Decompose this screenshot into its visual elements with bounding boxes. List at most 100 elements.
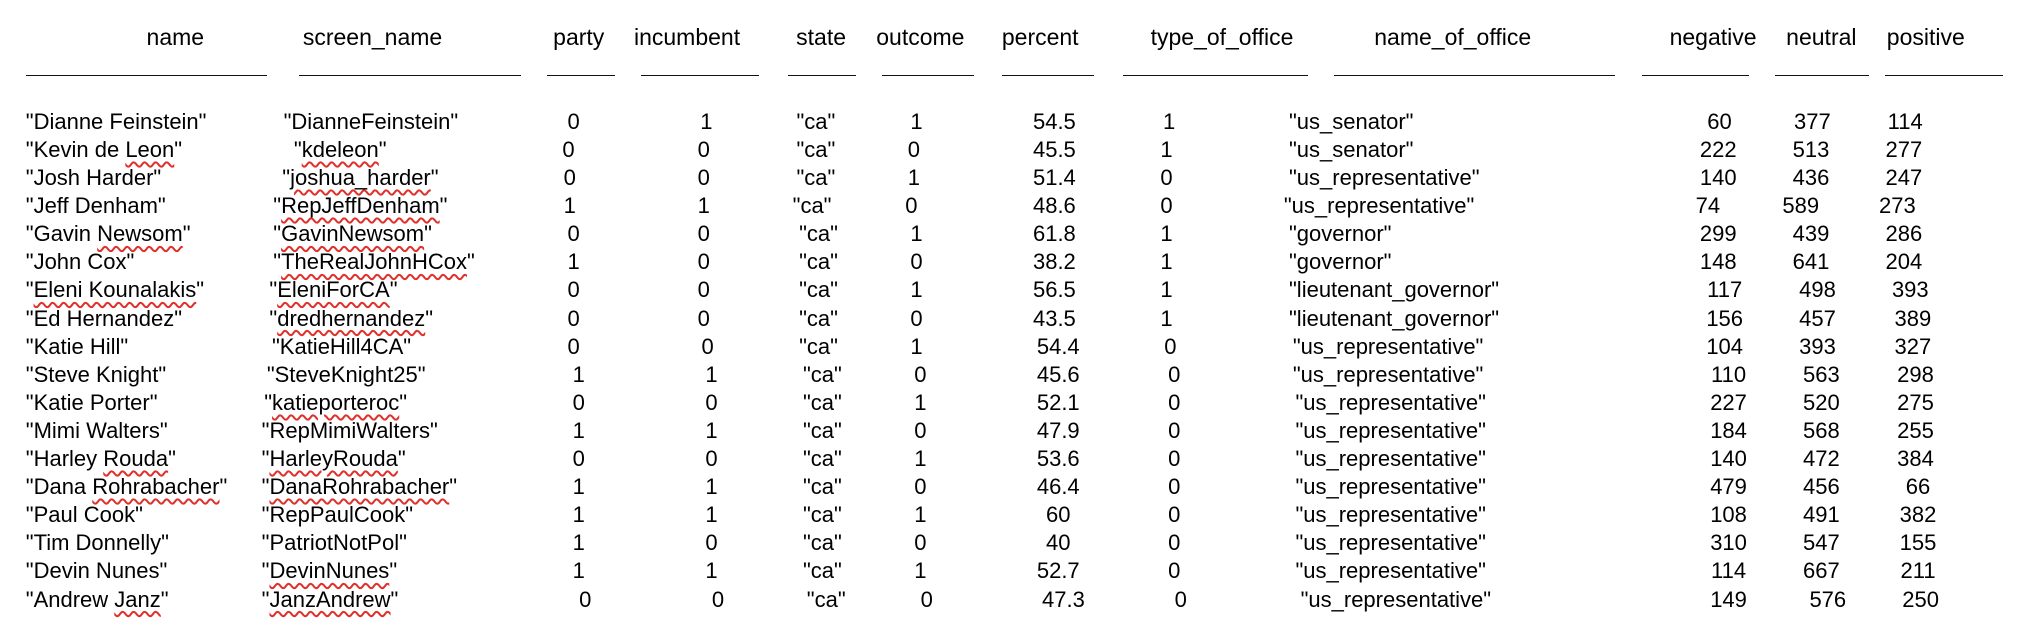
header-rule-screen-name	[299, 75, 521, 76]
cell-percent: 60	[1046, 502, 1071, 528]
cell-party: 1	[572, 558, 585, 584]
cell-party: 0	[567, 221, 580, 247]
cell-outcome: 1	[914, 389, 927, 415]
cell-name-of-office: "governor"	[1289, 221, 1392, 247]
cell-type-of-office: 0	[1160, 165, 1173, 191]
header-rule-percent	[1001, 75, 1095, 76]
cell-negative: 156	[1706, 305, 1744, 331]
cell-name-of-office: "lieutenant_governor"	[1289, 305, 1500, 331]
cell-name-of-office: "us_representative"	[1300, 586, 1492, 612]
cell-party: 0	[567, 277, 580, 303]
cell-state: "ca"	[796, 136, 836, 162]
cell-screen-name: "RepMimiWalters"	[261, 417, 438, 443]
cell-screen-name: "RepJeffDenham"	[273, 193, 448, 219]
cell-name: "Tim Donnelly"	[25, 530, 169, 556]
cell-positive: 327	[1894, 333, 1932, 359]
cell-positive: 204	[1885, 249, 1923, 275]
cell-party: 0	[567, 305, 580, 331]
cell-incumbent: 0	[697, 305, 710, 331]
cell-state: "ca"	[792, 193, 832, 219]
cell-name-of-office: "governor"	[1289, 249, 1392, 275]
header-rule-positive	[1884, 75, 2004, 76]
cell-name: "Steve Knight"	[25, 361, 167, 387]
cell-negative: 114	[1711, 558, 1747, 584]
cell-neutral: 547	[1802, 530, 1840, 556]
cell-negative: 299	[1699, 221, 1737, 247]
cell-incumbent: 1	[705, 502, 718, 528]
header-rule-incumbent	[640, 75, 760, 76]
cell-state: "ca"	[799, 277, 838, 303]
cell-outcome: 0	[914, 361, 927, 387]
header-party: party	[553, 24, 605, 50]
cell-type-of-office: 0	[1168, 361, 1181, 387]
cell-outcome: 1	[914, 502, 927, 528]
cell-neutral: 563	[1802, 361, 1840, 387]
cell-type-of-office: 0	[1164, 333, 1177, 359]
header-rule-type-of-office	[1122, 75, 1309, 76]
cell-percent: 54.5	[1032, 108, 1076, 134]
cell-type-of-office: 1	[1160, 221, 1173, 247]
cell-neutral: 498	[1799, 277, 1836, 303]
cell-positive: 298	[1897, 361, 1934, 387]
cell-state: "ca"	[802, 558, 842, 584]
header-neutral: neutral	[1786, 24, 1857, 50]
cell-negative: 140	[1699, 165, 1737, 191]
cell-outcome: 1	[910, 277, 923, 303]
cell-party: 0	[563, 165, 576, 191]
cell-name: "Harley Rouda"	[25, 446, 176, 472]
cell-screen-name: "KatieHill4CA"	[271, 333, 412, 359]
cell-name: "Kevin de Leon"	[25, 136, 183, 162]
cell-screen-name: "TheRealJohnHCox"	[273, 249, 475, 275]
cell-positive: 277	[1885, 136, 1923, 162]
cell-neutral: 456	[1802, 474, 1840, 500]
cell-negative: 148	[1699, 249, 1737, 275]
cell-positive: 114	[1887, 108, 1923, 134]
cell-incumbent: 0	[697, 221, 710, 247]
cell-incumbent: 1	[705, 474, 718, 500]
cell-incumbent: 1	[705, 417, 718, 443]
cell-incumbent: 0	[705, 389, 718, 415]
cell-outcome: 0	[914, 417, 927, 443]
header-screen-name: screen_name	[302, 24, 443, 50]
cell-neutral: 393	[1799, 333, 1836, 359]
cell-name: "Katie Hill"	[25, 333, 129, 359]
cell-percent: 52.1	[1036, 389, 1080, 415]
cell-state: "ca"	[799, 221, 838, 247]
cell-name: "Josh Harder"	[25, 165, 162, 191]
cell-type-of-office: 0	[1168, 558, 1181, 584]
cell-party: 0	[567, 333, 580, 359]
header-incumbent: incumbent	[633, 24, 741, 50]
cell-neutral: 491	[1802, 502, 1840, 528]
header-name: name	[146, 24, 205, 50]
cell-outcome: 1	[914, 446, 927, 472]
cell-name-of-office: "us_representative"	[1295, 474, 1486, 500]
cell-name: "Katie Porter"	[25, 389, 158, 415]
cell-state: "ca"	[796, 165, 836, 191]
cell-name: "Gavin Newsom"	[25, 221, 191, 247]
cell-name: "Ed Hernandez"	[25, 305, 183, 331]
cell-percent: 38.2	[1032, 249, 1076, 275]
cell-type-of-office: 0	[1168, 389, 1181, 415]
cell-negative: 108	[1710, 502, 1747, 528]
cell-name-of-office: "us_representative"	[1295, 558, 1486, 584]
cell-positive: 275	[1897, 389, 1934, 415]
cell-neutral: 576	[1809, 586, 1847, 612]
cell-neutral: 436	[1792, 165, 1830, 191]
cell-negative: 222	[1699, 136, 1737, 162]
cell-name-of-office: "us_representative"	[1283, 193, 1475, 219]
cell-negative: 117	[1707, 277, 1743, 303]
cell-outcome: 1	[910, 333, 923, 359]
cell-screen-name: "RepPaulCook"	[261, 502, 414, 528]
cell-state: "ca"	[806, 586, 846, 612]
cell-outcome: 0	[910, 249, 923, 275]
cell-outcome: 1	[910, 221, 923, 247]
cell-name-of-office: "us_representative"	[1295, 446, 1486, 472]
cell-positive: 389	[1894, 305, 1932, 331]
cell-percent: 52.7	[1036, 558, 1080, 584]
cell-percent: 51.4	[1032, 165, 1076, 191]
cell-outcome: 0	[905, 193, 918, 219]
cell-neutral: 568	[1802, 417, 1840, 443]
cell-percent: 56.5	[1032, 277, 1076, 303]
cell-outcome: 0	[914, 474, 927, 500]
